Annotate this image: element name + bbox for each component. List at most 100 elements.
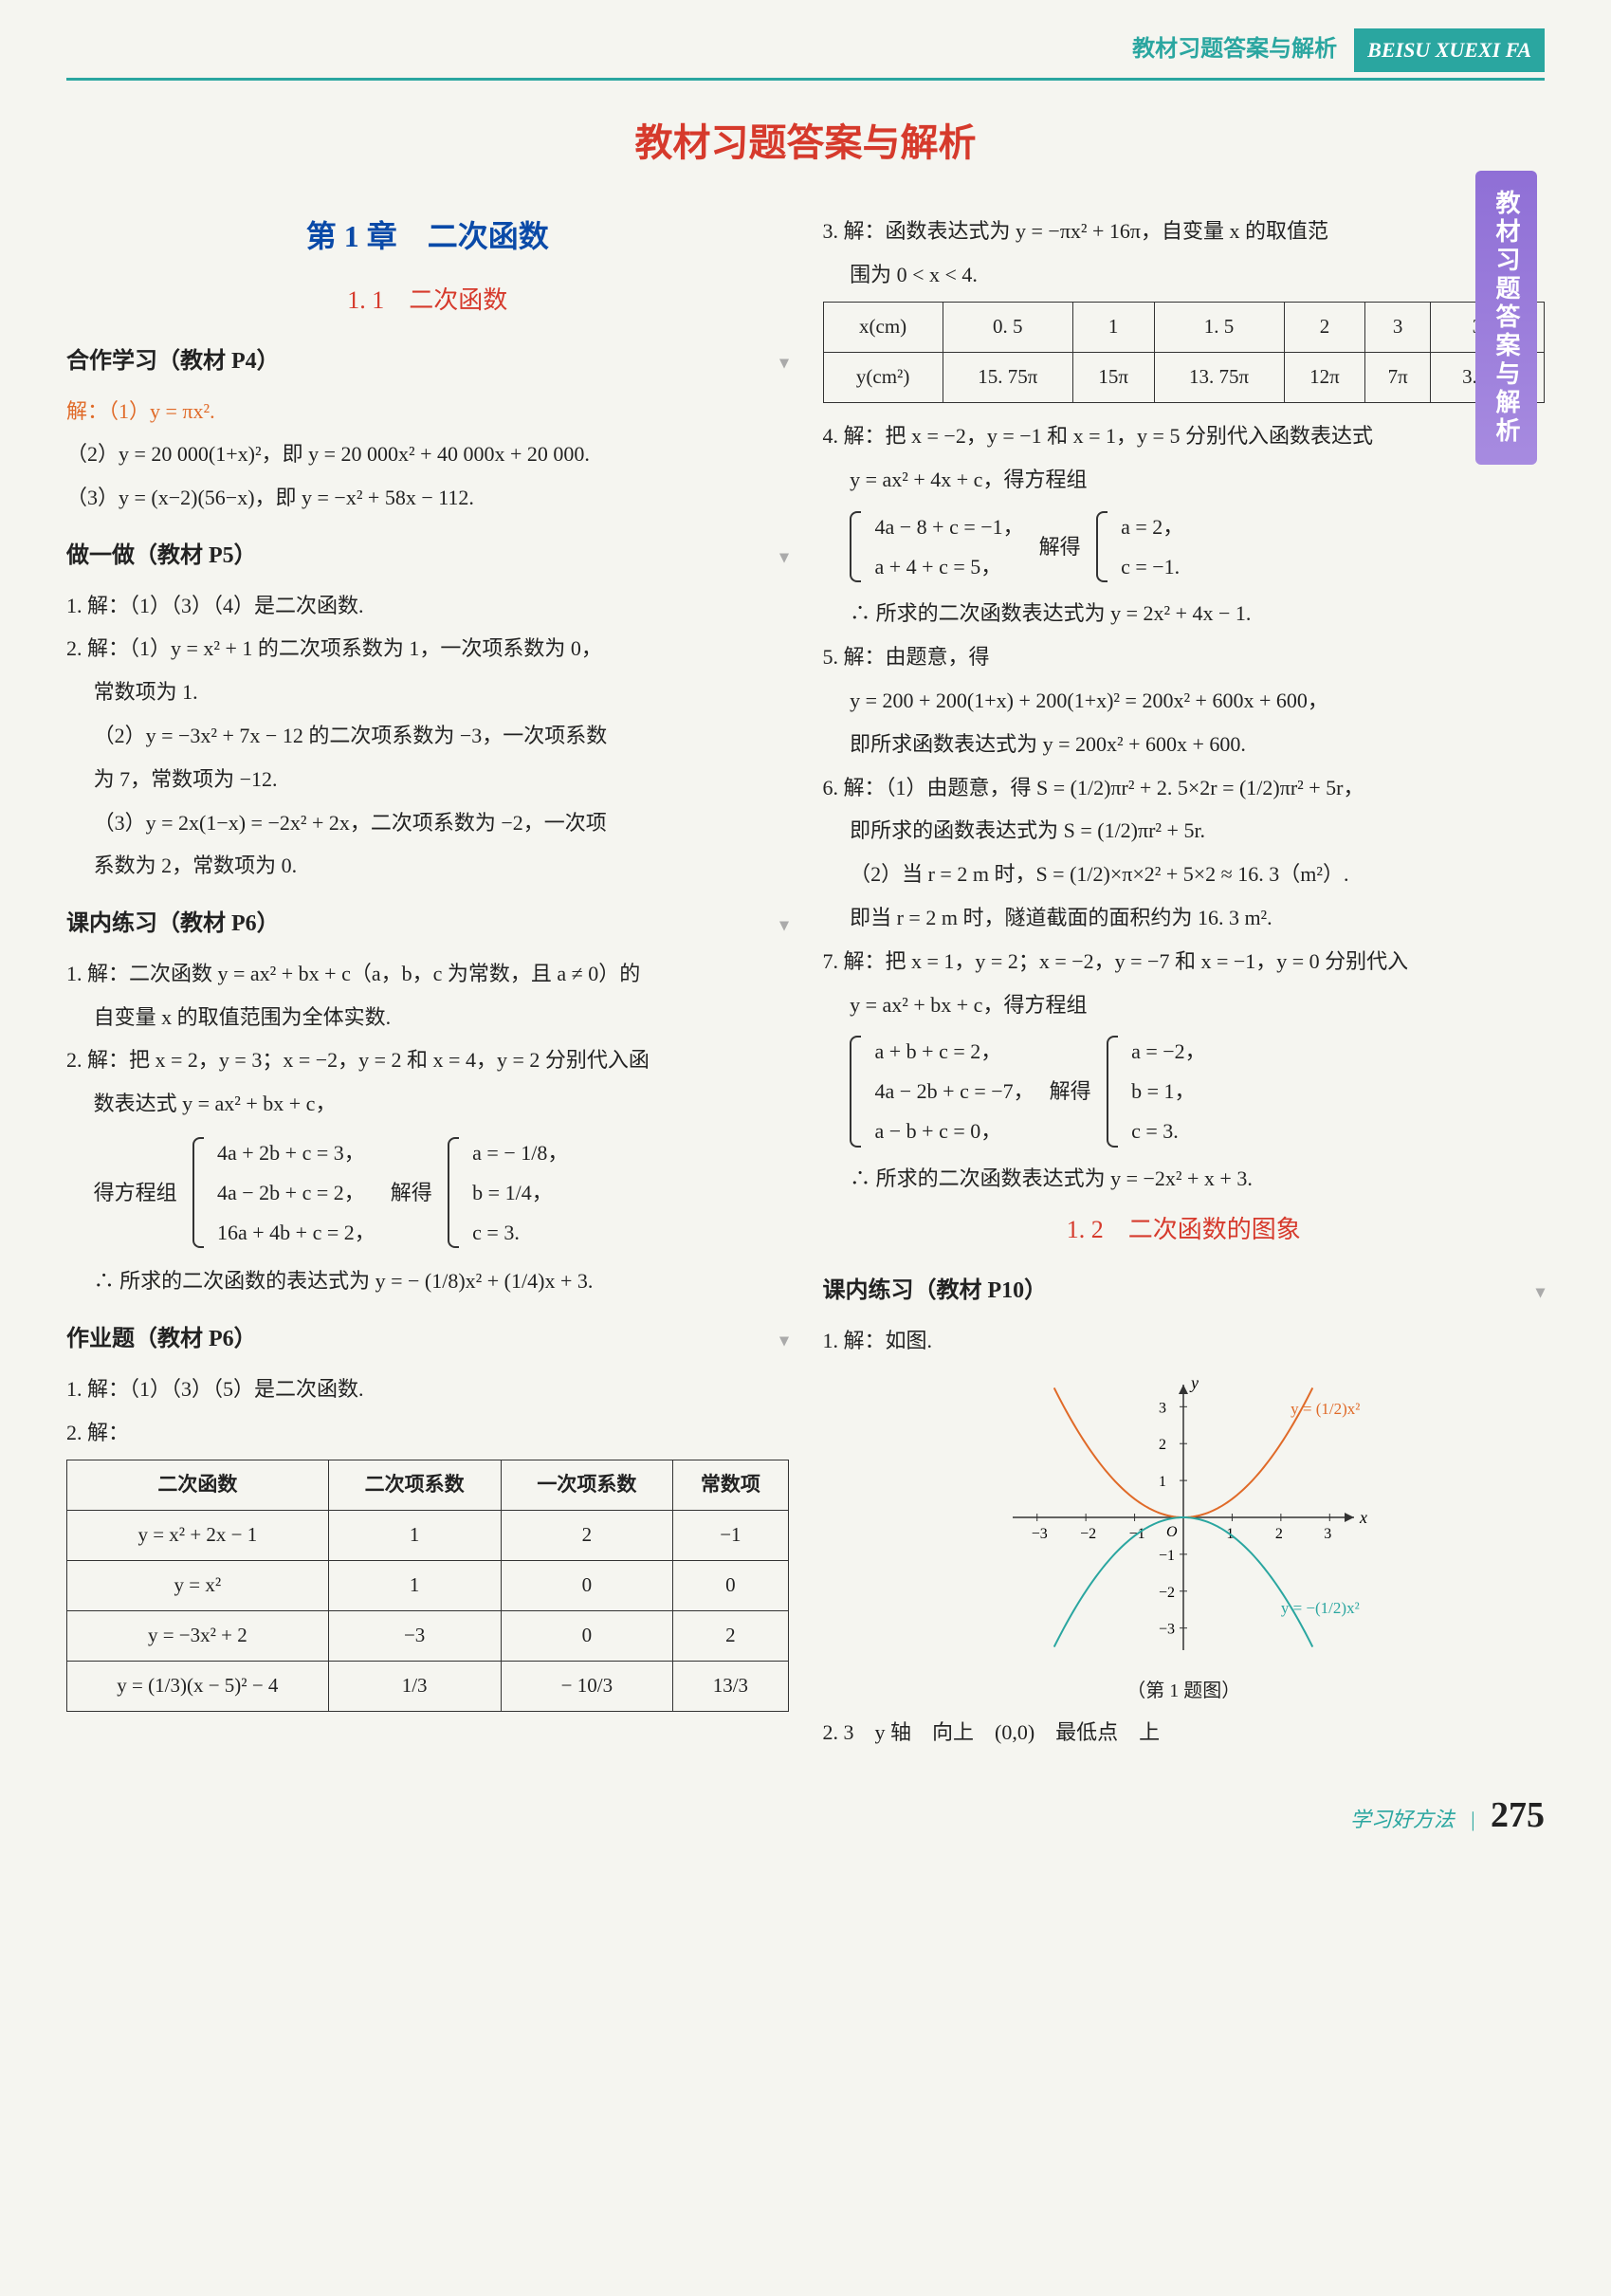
q4-brace-left: 4a − 8 + c = −1， a + 4 + c = 5， [850, 507, 1024, 587]
collapse-icon: ▾ [779, 909, 788, 941]
side-tab: 教材习题答案与解析 [1475, 171, 1537, 465]
td: 1 [328, 1511, 501, 1561]
page-number: 275 [1491, 1781, 1545, 1849]
td: 0. 5 [943, 303, 1072, 353]
svg-text:−2: −2 [1080, 1526, 1096, 1542]
zy-2c2: 系数为 2，常数项为 0. [66, 846, 789, 886]
th: 常数项 [673, 1460, 788, 1511]
kn2-b1: 4a + 2b + c = 3， [217, 1133, 375, 1173]
td: 1 [1072, 303, 1154, 353]
kn2-lead: 得方程组 [94, 1173, 177, 1213]
kn2-b2: 4a − 2b + c = 2， [217, 1173, 375, 1213]
collapse-icon: ▾ [1536, 1276, 1545, 1308]
td: y = (1/3)(x − 5)² − 4 [67, 1661, 329, 1711]
q4-s1: a = 2， [1121, 507, 1183, 547]
q6c: （2）当 r = 2 m 时，S = (1/2)×π×2² + 5×2 ≈ 16… [823, 854, 1546, 894]
td: 2 [1284, 303, 1365, 353]
q7-res: ∴ 所求的二次函数表达式为 y = −2x² + x + 3. [823, 1159, 1546, 1199]
kn2b: 数表达式 y = ax² + bx + c， [66, 1084, 789, 1124]
section-1-2: 1. 2 二次函数的图象 [823, 1206, 1546, 1253]
zy-2c: （3）y = 2x(1−x) = −2x² + 2x，二次项系数为 −2，一次项 [66, 803, 789, 843]
td: − 10/3 [501, 1661, 673, 1711]
sub-kenei10: 课内练习（教材 P10） ▾ [823, 1270, 1546, 1313]
q5a: 5. 解：由题意，得 [823, 637, 1546, 677]
q7-b1: a + b + c = 2， [874, 1032, 1034, 1072]
q7-b3: a − b + c = 0， [874, 1111, 1034, 1151]
q4a: 4. 解：把 x = −2，y = −1 和 x = 1，y = 5 分别代入函… [823, 416, 1546, 456]
q7-brace-right: a = −2， b = 1， c = 3. [1107, 1032, 1206, 1150]
zy-2a2: 常数项为 1. [66, 672, 789, 712]
td: 12π [1284, 353, 1365, 403]
zy6-1: 1. 解：（1）（3）（5）是二次函数. [66, 1369, 789, 1409]
table-coefficients: 二次函数 二次项系数 一次项系数 常数项 y = x² + 2x − 1 1 2… [66, 1460, 789, 1711]
td: 0 [673, 1561, 788, 1611]
q6b: 即所求的函数表达式为 S = (1/2)πr² + 5r. [823, 811, 1546, 851]
right-column: 3. 解：函数表达式为 y = −πx² + 16π，自变量 x 的取值范 围为… [823, 208, 1546, 1756]
hz-2: （2）y = 20 000(1+x)²，即 y = 20 000x² + 40 … [66, 434, 789, 474]
q7-system: a + b + c = 2， 4a − 2b + c = −7， a − b +… [850, 1028, 1545, 1154]
svg-text:O: O [1166, 1524, 1178, 1540]
kn1: 1. 解：二次函数 y = ax² + bx + c（a，b，c 为常数，且 a… [66, 954, 789, 994]
zy-2b: （2）y = −3x² + 7x − 12 的二次项系数为 −3，一次项系数 [66, 716, 789, 756]
svg-text:−2: −2 [1159, 1585, 1175, 1601]
q4-s2: c = −1. [1121, 547, 1183, 587]
td: 3 [1365, 303, 1431, 353]
sub-zuoyizuo: 做一做（教材 P5） ▾ [66, 535, 789, 579]
q4-b2: a + 4 + c = 5， [874, 547, 1023, 587]
hz-1: 解：（1）y = πx². [66, 392, 789, 432]
kn2-s3: c = 3. [472, 1213, 568, 1253]
q4-solve: 解得 [1039, 527, 1081, 567]
q4-res: ∴ 所求的二次函数表达式为 y = 2x² + 4x − 1. [823, 594, 1546, 634]
q4-brace-right: a = 2， c = −1. [1096, 507, 1184, 587]
q7b: y = ax² + bx + c，得方程组 [823, 985, 1546, 1025]
kn10-2: 2. 3 y 轴 向上 (0,0) 最低点 上 [823, 1713, 1546, 1753]
td: 1 [328, 1561, 501, 1611]
th: 一次项系数 [501, 1460, 673, 1511]
q7-b2: 4a − 2b + c = −7， [874, 1072, 1034, 1111]
q6a: 6. 解：（1）由题意，得 S = (1/2)πr² + 2. 5×2r = (… [823, 768, 1546, 808]
svg-text:y = (1/2)x²: y = (1/2)x² [1291, 1400, 1360, 1418]
q3b: 围为 0 < x < 4. [823, 255, 1546, 295]
td: 13/3 [673, 1661, 788, 1711]
section-1-1: 1. 1 二次函数 [66, 277, 789, 323]
footer: 学习好方法 | 275 [66, 1781, 1545, 1849]
svg-text:−1: −1 [1159, 1548, 1175, 1564]
td: y(cm²) [823, 353, 943, 403]
sub-kenei6: 课内练习（教材 P6） ▾ [66, 903, 789, 946]
chapter-title: 第 1 章 二次函数 [66, 208, 789, 266]
q7-s1: a = −2， [1131, 1032, 1206, 1072]
header-badge: BEISU XUEXI FA [1354, 28, 1545, 72]
collapse-icon: ▾ [779, 1324, 788, 1356]
zy-1: 1. 解：（1）（3）（4）是二次函数. [66, 586, 789, 626]
hz-3: （3）y = (x−2)(56−x)，即 y = −x² + 58x − 112… [66, 478, 789, 518]
q6d: 即当 r = 2 m 时，隧道截面的面积约为 16. 3 m². [823, 898, 1546, 938]
q4-system: 4a − 8 + c = −1， a + 4 + c = 5， 解得 a = 2… [850, 504, 1545, 591]
q3a: 3. 解：函数表达式为 y = −πx² + 16π，自变量 x 的取值范 [823, 211, 1546, 251]
td: 1/3 [328, 1661, 501, 1711]
sub-kenei10-label: 课内练习（教材 P10） [823, 1270, 1048, 1313]
page-title: 教材习题答案与解析 [66, 107, 1545, 179]
td: x(cm) [823, 303, 943, 353]
kn10-1: 1. 解：如图. [823, 1321, 1546, 1361]
td: −3 [328, 1610, 501, 1661]
kn2-res: ∴ 所求的二次函数的表达式为 y = − (1/8)x² + (1/4)x + … [66, 1261, 789, 1301]
top-header: 教材习题答案与解析 BEISU XUEXI FA [66, 28, 1545, 81]
td: 7π [1365, 353, 1431, 403]
hz1-text: 解：（1）y = πx². [66, 399, 215, 423]
td: 15π [1072, 353, 1154, 403]
zy6-2: 2. 解： [66, 1413, 789, 1453]
graph-caption: （第 1 题图） [823, 1673, 1546, 1709]
q7-solve: 解得 [1050, 1072, 1091, 1111]
footer-label: 学习好方法 [1350, 1800, 1455, 1840]
svg-text:2: 2 [1159, 1438, 1166, 1454]
kn2-system: 得方程组 4a + 2b + c = 3， 4a − 2b + c = 2， 1… [94, 1130, 789, 1256]
kn2-s1: a = − 1/8， [472, 1133, 568, 1173]
kn2a: 2. 解：把 x = 2，y = 3；x = −2，y = 2 和 x = 4，… [66, 1040, 789, 1080]
kn2-brace-right: a = − 1/8， b = 1/4， c = 3. [448, 1133, 569, 1252]
svg-text:x: x [1359, 1508, 1367, 1527]
td: −1 [673, 1511, 788, 1561]
q7-s3: c = 3. [1131, 1111, 1206, 1151]
q5c: 即所求函数表达式为 y = 200x² + 600x + 600. [823, 725, 1546, 764]
svg-text:y = −(1/2)x²: y = −(1/2)x² [1281, 1599, 1360, 1617]
td: 13. 75π [1154, 353, 1284, 403]
